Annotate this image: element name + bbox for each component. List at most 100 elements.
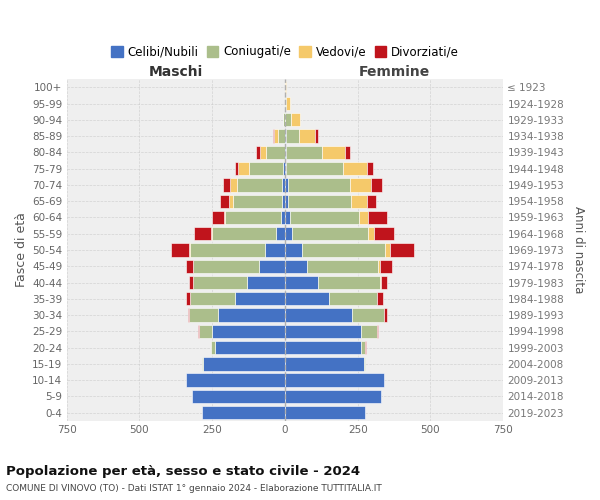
Bar bbox=[285, 341, 361, 354]
Bar bbox=[307, 260, 378, 273]
Bar bbox=[282, 178, 285, 192]
Bar bbox=[352, 308, 384, 322]
Bar bbox=[390, 244, 413, 256]
Bar bbox=[186, 260, 193, 273]
Bar bbox=[202, 357, 203, 370]
Bar bbox=[215, 341, 285, 354]
Bar bbox=[285, 178, 288, 192]
Bar bbox=[351, 194, 367, 208]
Bar bbox=[367, 194, 376, 208]
Bar bbox=[346, 146, 350, 159]
Bar bbox=[193, 276, 247, 289]
Bar bbox=[171, 244, 189, 256]
Bar bbox=[285, 260, 307, 273]
Bar bbox=[377, 324, 378, 338]
Bar bbox=[235, 292, 285, 306]
Bar bbox=[203, 357, 285, 370]
Bar bbox=[285, 374, 384, 387]
Text: Popolazione per età, sesso e stato civile - 2024: Popolazione per età, sesso e stato civil… bbox=[6, 465, 360, 478]
Bar bbox=[256, 146, 260, 159]
Legend: Celibi/Nubili, Coniugati/e, Vedovi/e, Divorziati/e: Celibi/Nubili, Coniugati/e, Vedovi/e, Di… bbox=[106, 40, 464, 63]
Bar bbox=[374, 227, 394, 240]
Y-axis label: Fasce di età: Fasce di età bbox=[15, 212, 28, 288]
Bar bbox=[286, 113, 291, 126]
Bar bbox=[235, 162, 238, 175]
Bar bbox=[380, 260, 392, 273]
Bar bbox=[285, 276, 319, 289]
Bar bbox=[371, 178, 382, 192]
Bar bbox=[286, 162, 343, 175]
Bar bbox=[202, 406, 285, 419]
Bar bbox=[225, 211, 281, 224]
Bar bbox=[285, 146, 286, 159]
Bar bbox=[282, 194, 285, 208]
Bar bbox=[212, 211, 224, 224]
Bar bbox=[189, 244, 190, 256]
Text: COMUNE DI VINOVO (TO) - Dati ISTAT 1° gennaio 2024 - Elaborazione TUTTITALIA.IT: COMUNE DI VINOVO (TO) - Dati ISTAT 1° ge… bbox=[6, 484, 382, 493]
Bar bbox=[285, 308, 352, 322]
Bar bbox=[193, 260, 259, 273]
Bar bbox=[285, 227, 292, 240]
Bar bbox=[285, 324, 361, 338]
Bar bbox=[384, 308, 388, 322]
Bar bbox=[189, 308, 218, 322]
Bar bbox=[220, 194, 229, 208]
Bar bbox=[292, 227, 368, 240]
Bar bbox=[350, 178, 371, 192]
Bar bbox=[190, 292, 235, 306]
Text: Femmine: Femmine bbox=[358, 65, 430, 79]
Bar bbox=[192, 390, 285, 403]
Bar bbox=[281, 211, 285, 224]
Bar bbox=[361, 341, 365, 354]
Bar bbox=[359, 211, 368, 224]
Bar bbox=[190, 244, 265, 256]
Bar bbox=[361, 324, 377, 338]
Bar bbox=[302, 244, 385, 256]
Bar bbox=[291, 113, 300, 126]
Bar bbox=[319, 276, 380, 289]
Y-axis label: Anni di nascita: Anni di nascita bbox=[572, 206, 585, 294]
Bar bbox=[283, 113, 285, 126]
Bar bbox=[285, 211, 290, 224]
Bar bbox=[368, 227, 374, 240]
Bar bbox=[288, 178, 350, 192]
Bar bbox=[377, 292, 383, 306]
Bar bbox=[194, 227, 211, 240]
Bar bbox=[186, 374, 285, 387]
Bar bbox=[286, 146, 322, 159]
Bar bbox=[212, 324, 285, 338]
Bar bbox=[285, 244, 302, 256]
Bar bbox=[211, 227, 212, 240]
Bar bbox=[285, 162, 286, 175]
Bar bbox=[385, 244, 390, 256]
Bar bbox=[218, 308, 285, 322]
Bar bbox=[259, 260, 285, 273]
Bar bbox=[272, 130, 274, 143]
Bar bbox=[285, 130, 286, 143]
Bar bbox=[211, 341, 215, 354]
Bar bbox=[285, 194, 289, 208]
Bar bbox=[285, 390, 381, 403]
Bar bbox=[229, 194, 233, 208]
Bar bbox=[276, 227, 285, 240]
Bar bbox=[285, 80, 286, 94]
Bar bbox=[289, 194, 351, 208]
Bar bbox=[248, 162, 283, 175]
Bar bbox=[367, 162, 373, 175]
Bar bbox=[223, 178, 230, 192]
Bar bbox=[368, 211, 387, 224]
Bar bbox=[278, 130, 285, 143]
Bar bbox=[260, 146, 266, 159]
Bar bbox=[285, 97, 286, 110]
Bar bbox=[185, 292, 190, 306]
Bar bbox=[283, 162, 285, 175]
Bar bbox=[237, 178, 282, 192]
Bar bbox=[299, 130, 315, 143]
Bar bbox=[266, 146, 285, 159]
Bar bbox=[286, 97, 290, 110]
Bar bbox=[199, 324, 212, 338]
Bar bbox=[315, 130, 318, 143]
Bar bbox=[343, 162, 367, 175]
Bar bbox=[380, 276, 387, 289]
Bar bbox=[233, 194, 282, 208]
